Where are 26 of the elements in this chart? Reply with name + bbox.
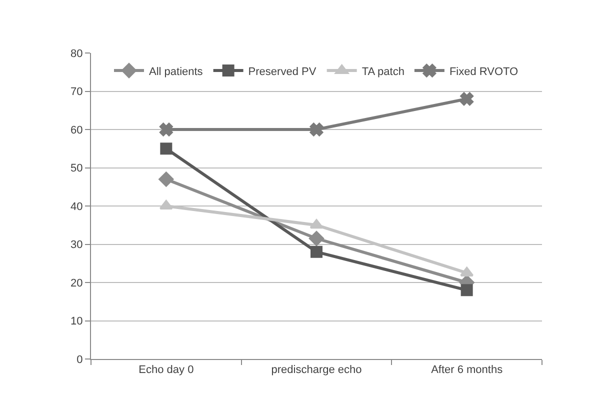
x-tick-label: After 6 months [431, 364, 504, 376]
point [460, 266, 474, 276]
y-tick-label: 30 [70, 239, 83, 252]
legend-label: Fixed RVOTO [449, 66, 519, 78]
point [160, 122, 173, 136]
point [309, 231, 324, 246]
y-tick-label: 70 [70, 86, 83, 98]
point [310, 122, 324, 136]
x-tick-label: predischarge echo [271, 364, 362, 376]
point [460, 284, 473, 296]
y-tick-label: 50 [70, 162, 83, 175]
y-tick-label: 0 [76, 354, 83, 366]
x-tick-label: Echo day 0 [138, 364, 194, 376]
point [460, 92, 474, 106]
y-tick-label: 80 [70, 48, 83, 60]
point [158, 172, 174, 187]
point [310, 246, 322, 258]
point [310, 219, 324, 229]
y-tick-label: 40 [70, 200, 83, 213]
y-tick-label: 60 [70, 124, 83, 136]
legend-label: TA patch [362, 66, 404, 78]
legend-label: Preserved PV [248, 66, 317, 78]
point [160, 142, 172, 155]
legend-label: All patients [149, 66, 204, 78]
y-tick-label: 20 [70, 277, 83, 290]
y-tick-label: 10 [70, 316, 83, 328]
